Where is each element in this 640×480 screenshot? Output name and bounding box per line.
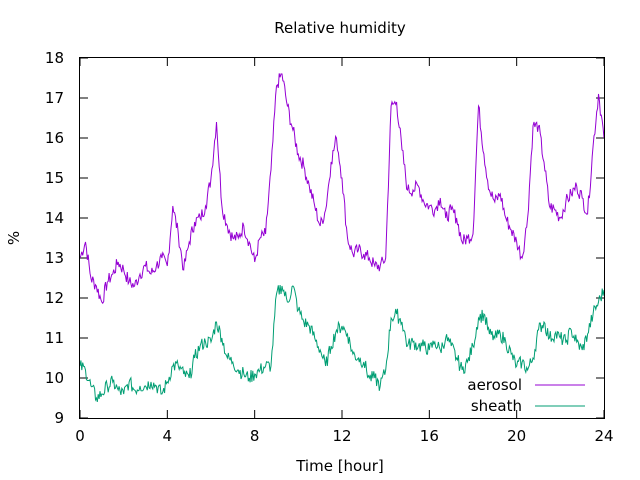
y-tick-label: 9 — [54, 409, 64, 427]
y-tick-label: 15 — [45, 169, 64, 187]
legend: aerosol sheath — [467, 376, 585, 415]
x-axis-label: Time [hour] — [295, 457, 384, 475]
x-tick-label: 12 — [332, 427, 351, 445]
y-tick-label: 14 — [45, 209, 64, 227]
y-tick-label: 18 — [45, 49, 64, 67]
x-tick-label: 8 — [250, 427, 260, 445]
x-tick-label: 24 — [594, 427, 613, 445]
x-tick-label: 0 — [75, 427, 85, 445]
y-tick-label: 10 — [45, 369, 64, 387]
series-lines — [79, 73, 605, 403]
y-tick-label: 11 — [45, 329, 64, 347]
x-tick-label: 20 — [507, 427, 526, 445]
plot-frame — [79, 57, 605, 419]
legend-label: aerosol — [467, 376, 522, 394]
chart-title: Relative humidity — [274, 19, 406, 37]
legend-label: sheath — [471, 397, 522, 415]
series-line-aerosol — [79, 73, 605, 305]
series-line-sheath — [79, 285, 605, 403]
y-tick-label: 16 — [45, 129, 64, 147]
x-tick-label: 4 — [163, 427, 173, 445]
y-tick-label: 13 — [45, 249, 64, 267]
y-axis-label: % — [5, 231, 23, 245]
y-tick-label: 17 — [45, 89, 64, 107]
y-tick-label: 12 — [45, 289, 64, 307]
x-tick-label: 16 — [420, 427, 439, 445]
